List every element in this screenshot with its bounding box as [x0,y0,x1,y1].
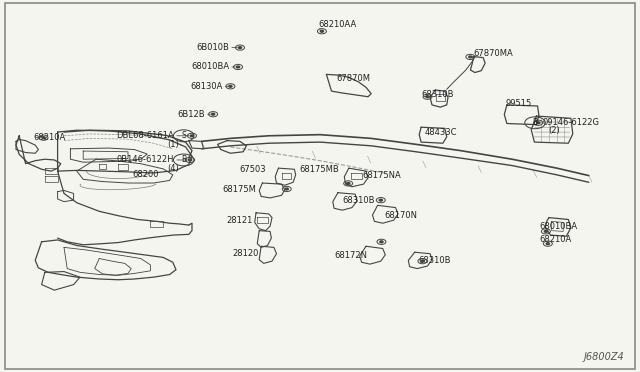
Text: 68175MB: 68175MB [300,165,339,174]
Text: 68010BA: 68010BA [191,62,229,71]
Circle shape [547,243,550,245]
Text: DBL68-6161A: DBL68-6161A [116,131,174,140]
Text: 99515: 99515 [506,99,532,108]
Text: 68170N: 68170N [384,211,417,220]
Circle shape [379,199,383,201]
Circle shape [239,46,242,49]
Text: 68210AA: 68210AA [318,20,356,29]
Text: 68310B: 68310B [419,256,451,265]
Circle shape [536,122,540,124]
Circle shape [380,241,383,243]
Text: 0B146-6122H: 0B146-6122H [116,155,174,164]
Text: 48433C: 48433C [425,128,458,137]
Text: 68172N: 68172N [334,251,367,260]
Text: B: B [181,155,186,164]
Circle shape [191,135,193,137]
Circle shape [42,137,45,138]
Circle shape [321,30,324,32]
Text: 6B12B: 6B12B [177,110,205,119]
Text: B: B [532,118,538,127]
Circle shape [211,113,215,115]
Circle shape [426,96,429,98]
Circle shape [229,85,232,87]
Text: 67870MA: 67870MA [474,49,513,58]
Circle shape [544,230,548,232]
Text: 28121: 28121 [227,216,253,225]
Text: S: S [181,131,186,140]
Circle shape [347,182,350,184]
Text: 68175M: 68175M [222,185,256,194]
Circle shape [188,159,192,161]
Text: 68210A: 68210A [33,133,65,142]
Text: 68310B: 68310B [421,90,454,99]
Text: 67503: 67503 [239,165,266,174]
Circle shape [421,260,424,262]
Text: 68010BA: 68010BA [539,222,577,231]
Text: 09146-6122G: 09146-6122G [543,118,600,127]
Circle shape [285,188,289,190]
Text: 68310B: 68310B [342,196,375,205]
Text: 68200: 68200 [132,170,159,179]
Text: 68175NA: 68175NA [362,171,401,180]
Text: 68210A: 68210A [539,235,571,244]
Text: (2): (2) [548,126,559,135]
Text: 28120: 28120 [233,249,259,258]
Text: J6800Z4: J6800Z4 [583,352,624,362]
Text: 67870M: 67870M [336,74,370,83]
Text: (1): (1) [168,140,179,149]
Circle shape [468,56,472,58]
Text: (4): (4) [168,164,179,173]
Text: 68130A: 68130A [190,82,223,91]
Text: 6B010B: 6B010B [196,43,229,52]
Circle shape [237,66,239,68]
